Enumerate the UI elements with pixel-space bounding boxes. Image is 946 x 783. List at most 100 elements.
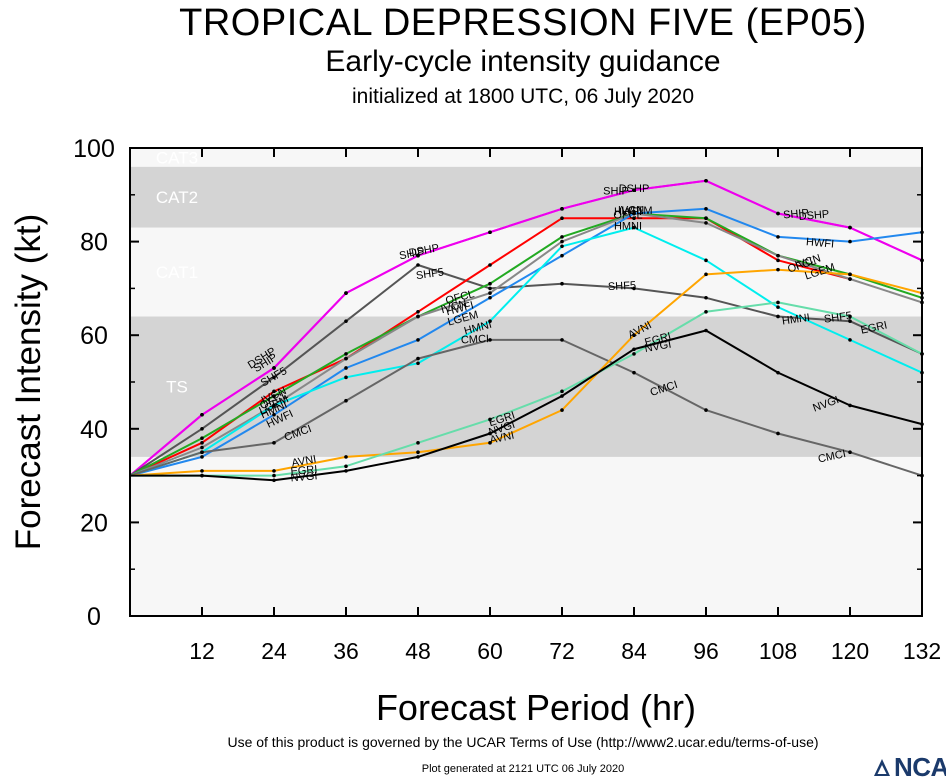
data-point-egri [488,417,492,422]
x-tick-label: 48 [405,638,431,664]
series-line-shf5 [129,264,923,477]
series-label-hmni: HMNI [614,221,642,233]
data-point-ship [848,225,852,230]
series-label-nvgi: NVGI [644,339,673,355]
data-point-nvgi [560,394,564,398]
data-point-avni [704,272,708,277]
series-label-ivcn: IVCN [618,205,644,217]
series-line-avni [129,268,923,477]
data-point-egri [704,310,708,314]
data-point-avni [416,450,420,455]
series-label-nvgi: NVGI [290,470,318,484]
data-point-nvgi [272,478,276,483]
data-point-hwfi [416,338,420,342]
y-tick-label: 0 [87,603,101,631]
series-label-egri: EGRI [290,464,318,478]
axes: 0 20 40 60 80 100 12 24 36 48 60 72 84 96 108 120 132 For… [9,135,941,728]
generated-time: Plot generated at 2121 UTC 06 July 2020 [421,763,625,775]
band-cat2 [130,166,922,228]
x-tick-label: 108 [759,638,797,664]
data-point-hmni [272,403,276,408]
data-point-ofcl [200,441,204,445]
data-point-cmci [704,408,708,412]
x-tick-label: 24 [261,638,287,664]
data-point-avni [488,441,492,445]
band-cat3 [130,148,922,167]
data-point-hwfi [344,366,348,370]
data-point-ofcl [560,216,564,220]
data-point-ofcl [776,258,780,263]
series-line-nvgi [130,329,923,482]
data-point-ivcn [560,235,564,239]
data-point-avni [200,469,204,473]
data-point-nvgi [632,347,636,352]
series-line-cmci [129,338,923,477]
data-point-hmni [632,225,636,230]
data-point-nvgi [344,469,348,473]
data-point-ofcl [416,310,420,314]
ncar-logo-text: NCAR [894,752,946,782]
data-point-avni [632,333,636,338]
data-point-ivcn [344,352,348,356]
y-axis-label: Forecast Intensity (kt) [9,214,48,550]
band-ts [130,316,922,457]
data-point-hwfi [776,235,780,239]
data-point-hwfi [200,455,204,459]
data-point-hwfi [848,239,852,244]
data-point-egri [632,352,636,356]
series-label-dshp: DSHP [408,242,440,259]
series-label-lgem: LGEM [621,205,652,217]
x-axis-label: Forecast Period (hr) [376,687,696,728]
data-point-egri [848,314,852,319]
y-tick-label: 60 [80,322,108,350]
data-point-lgem [704,221,708,225]
data-point-cmci [200,450,204,455]
data-point-ship [416,253,420,258]
series-line-ship [129,179,923,477]
data-point-shf5 [704,295,708,300]
x-tick-label: 120 [831,638,869,664]
x-tick-label: 72 [549,638,575,664]
ncar-logo-icon [874,759,890,776]
series-label-shf5: SHF5 [415,266,445,282]
data-point-hwfi [632,211,636,216]
data-point-ivcn [272,394,276,398]
series-label-egri: EGRI [860,319,889,336]
initialized-time: initialized at 1800 UTC, 06 July 2020 [351,85,695,108]
data-point-shf5 [272,375,276,380]
data-point-ship [560,207,564,211]
data-point-ship [200,412,204,417]
data-point-nvgi [488,431,492,436]
series-label-avni: AVNI [489,430,516,447]
data-point-cmci [272,441,276,445]
data-point-avni [776,267,780,272]
data-point-ivcn [200,436,204,440]
x-tick-label: 12 [189,638,215,664]
data-point-hmni [848,338,852,342]
series-label-shf5: SHF5 [608,280,637,293]
data-point-shf5 [488,286,492,291]
data-point-lgem [848,277,852,281]
y-tick-label: 100 [73,135,115,163]
data-point-cmci [416,356,420,361]
band-label-cat2: CAT2 [156,188,198,207]
data-point-egri [776,300,780,305]
data-point-cmci [488,338,492,342]
data-point-shf5 [632,286,636,291]
data-point-shf5 [200,427,204,431]
y-tick-label: 40 [80,416,108,444]
data-point-shf5 [776,314,780,319]
data-point-shf5 [848,319,852,323]
data-point-lgem [560,239,564,244]
data-point-cmci [560,338,564,342]
x-tick-label: 96 [693,638,719,664]
series-line-hmni [129,226,923,477]
data-point-cmci [776,431,780,436]
data-point-nvgi [200,473,204,478]
data-point-avni [848,272,852,277]
data-point-ship [272,366,276,370]
x-tick-label: 132 [903,638,941,664]
series-line-egri [130,301,923,477]
data-point-cmci [848,450,852,455]
